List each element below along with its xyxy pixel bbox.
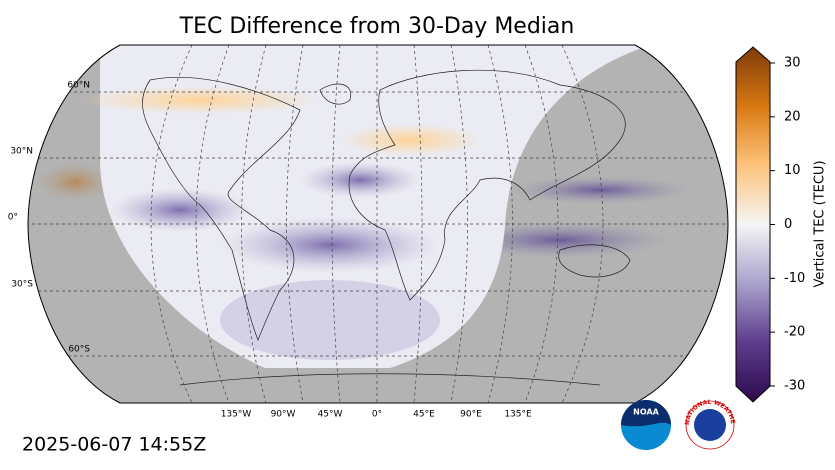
colorbar-tick-label: -10 xyxy=(784,271,805,286)
lon-label: 45°W xyxy=(318,410,343,420)
noaa-text: NOAA xyxy=(633,408,659,417)
meridian xyxy=(150,45,193,403)
graticule xyxy=(28,45,728,403)
colorbar-label: Vertical TEC (TECU) xyxy=(813,160,828,287)
meridian xyxy=(524,45,559,403)
day-region xyxy=(100,45,650,368)
lon-label: 0° xyxy=(372,410,382,420)
lon-label: 135°W xyxy=(221,410,252,420)
anomaly xyxy=(220,280,440,360)
meridian xyxy=(561,45,604,403)
anomaly xyxy=(510,176,690,204)
anomaly xyxy=(35,162,115,202)
lat-label: 0° xyxy=(8,213,18,223)
map xyxy=(28,45,728,403)
anomaly xyxy=(80,86,320,114)
title: TEC Difference from 30-Day Median xyxy=(179,14,575,39)
lat-labels: 60°N 30°N 0° 30°S 60°S xyxy=(8,81,91,355)
meridian xyxy=(450,45,468,403)
lon-label: 45°E xyxy=(413,410,435,420)
lon-label: 90°E xyxy=(460,410,482,420)
lon-labels: 135°W 90°W 45°W 0° 45°E 90°E 135°E xyxy=(221,410,532,420)
timestamp: 2025-06-07 14:55Z xyxy=(22,434,206,456)
lat-label: 60°N xyxy=(67,81,90,91)
anomaly xyxy=(340,124,480,156)
colorbar-tick-label: 0 xyxy=(784,217,792,232)
colorbar-tick-label: 10 xyxy=(784,163,801,178)
colorbar xyxy=(735,46,771,403)
noaa-logo: NOAA xyxy=(621,400,671,450)
lat-label: 60°S xyxy=(68,345,90,355)
lon-label: 90°W xyxy=(271,410,296,420)
lat-label: 30°N xyxy=(10,147,33,157)
anomaly xyxy=(220,217,440,273)
coastlines xyxy=(142,69,631,386)
nws-inner xyxy=(694,409,726,441)
lon-label: 135°E xyxy=(504,410,532,420)
colorbar-tick-label: 20 xyxy=(784,109,801,124)
colorbar-ticks: 30 20 10 0 -10 -20 -30 xyxy=(770,56,805,394)
colorbar-tick-label: 30 xyxy=(784,56,801,71)
colorbar-tick-label: -20 xyxy=(784,325,805,340)
colorbar-tick-label: -30 xyxy=(784,379,805,394)
noaa-top xyxy=(621,400,671,427)
meridian xyxy=(241,45,267,403)
anomaly xyxy=(110,188,250,232)
anomaly xyxy=(300,162,420,198)
lat-label: 30°S xyxy=(11,280,33,290)
meridian xyxy=(286,45,304,403)
